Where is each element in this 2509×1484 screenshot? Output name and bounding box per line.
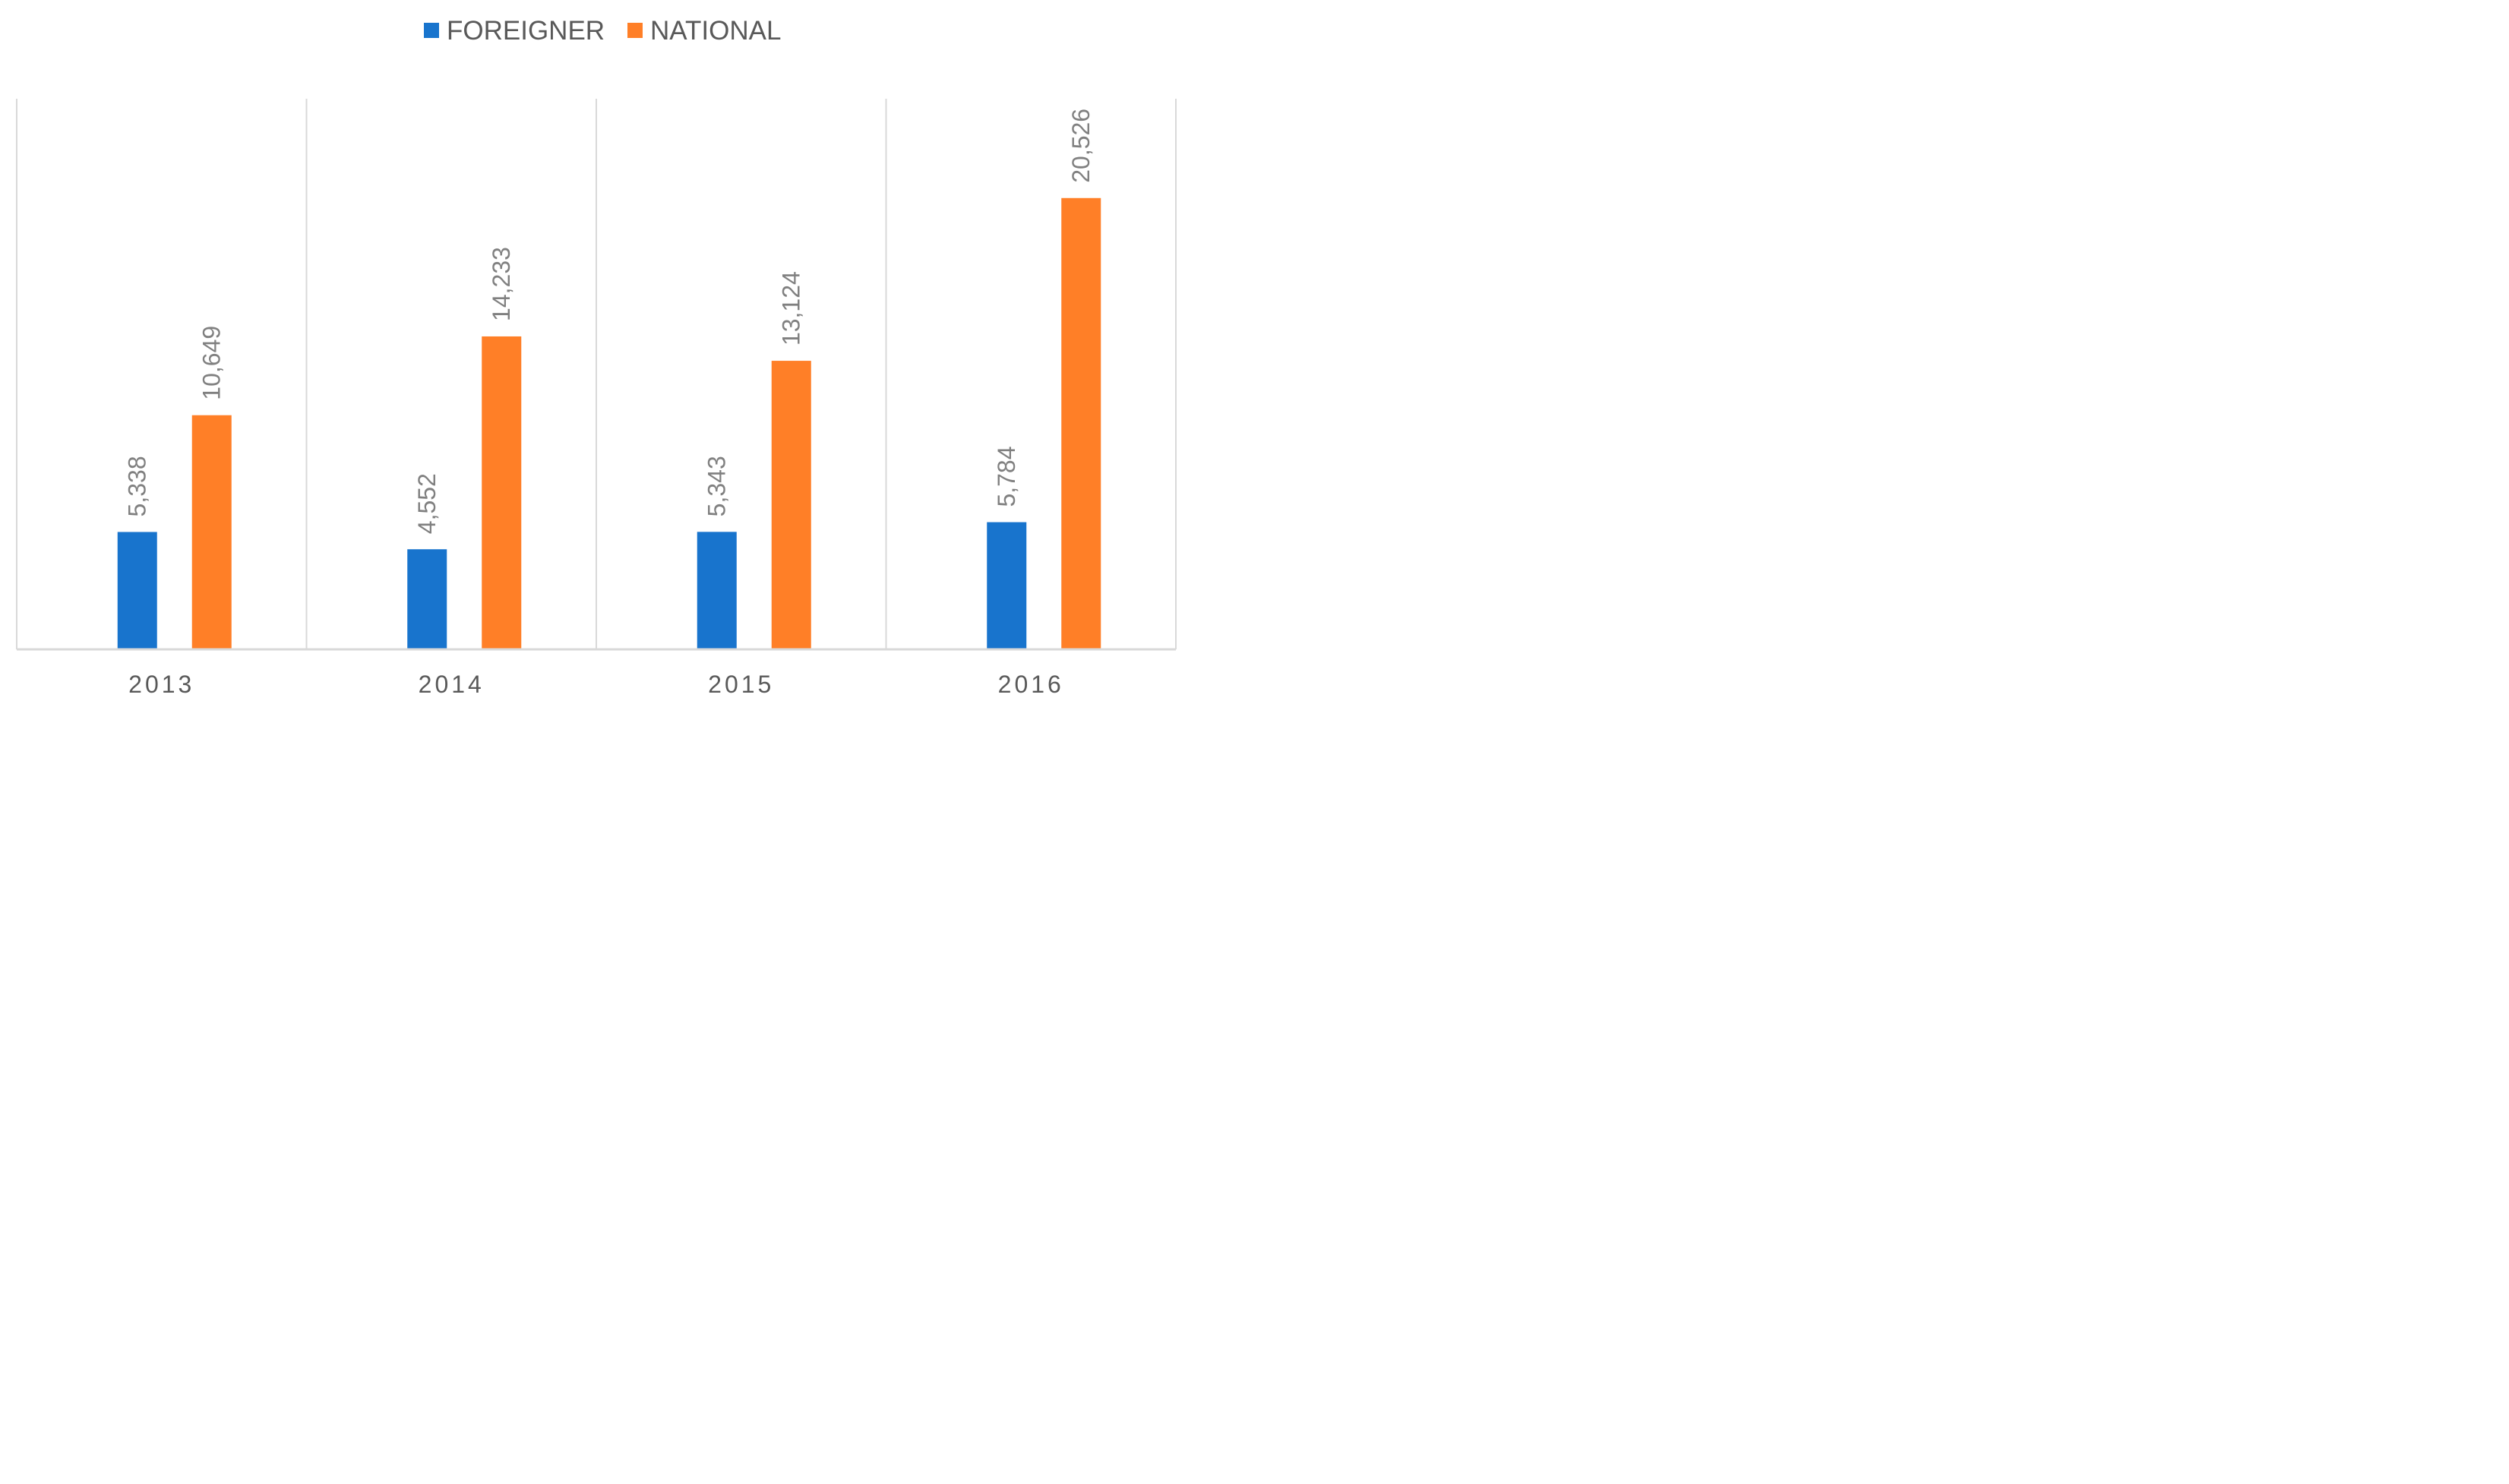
data-label-national-2016: 20,526: [1067, 109, 1095, 183]
bar-national-2014: [482, 336, 522, 649]
category-separators: [16, 99, 1177, 649]
legend: FOREIGNER NATIONAL: [424, 16, 781, 46]
legend-swatch-national: [627, 23, 643, 38]
x-tick-label-2016: 2016: [998, 671, 1064, 698]
data-label-foreigner-2014: 4,552: [413, 473, 441, 534]
data-label-foreigner-2016: 5,784: [993, 446, 1020, 507]
bar-national-2015: [771, 361, 811, 649]
data-label-foreigner-2013: 5,338: [124, 456, 151, 516]
legend-label-foreigner: FOREIGNER: [447, 16, 605, 46]
bar-foreigner-2016: [987, 522, 1027, 649]
data-label-national-2014: 14,233: [488, 247, 515, 321]
x-tick-label-2013: 2013: [128, 671, 194, 698]
bar-foreigner-2013: [117, 532, 157, 649]
bar-national-2013: [191, 415, 232, 649]
bar-foreigner-2015: [697, 532, 737, 649]
data-label-national-2015: 13,124: [778, 271, 805, 346]
x-tick-label-2015: 2015: [708, 671, 774, 698]
chart: FOREIGNER NATIONAL 5,338 10,649 4,552 14,233…: [0, 0, 1190, 704]
bar-national-2016: [1061, 197, 1101, 649]
x-tick-label-2014: 2014: [419, 671, 485, 698]
data-label-national-2013: 10,649: [198, 326, 226, 400]
x-axis: 2013 2014 2015 2016: [17, 648, 1176, 698]
bars: [117, 197, 1101, 649]
legend-swatch-foreigner: [424, 23, 439, 38]
bar-foreigner-2014: [407, 549, 447, 649]
data-labels: 5,338 10,649 4,552 14,233 5,343 13,124 5,784 20…: [124, 109, 1095, 534]
legend-label-national: NATIONAL: [650, 16, 781, 46]
data-label-foreigner-2015: 5,343: [703, 456, 731, 516]
bar-chart-svg: FOREIGNER NATIONAL 5,338 10,649 4,552 14,233…: [16, 16, 1177, 698]
